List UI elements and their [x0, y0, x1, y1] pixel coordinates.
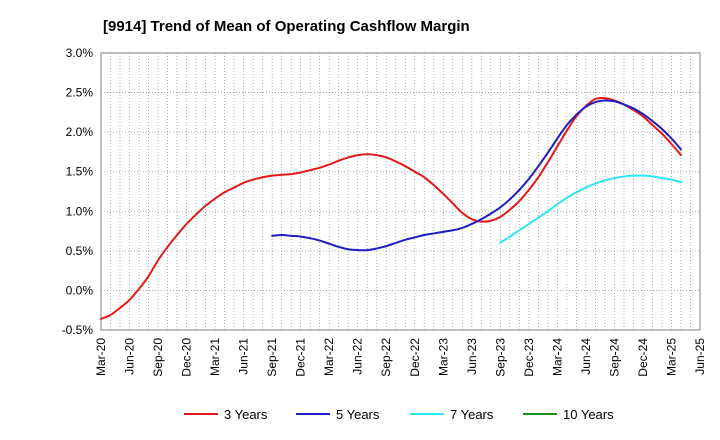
x-tick-label: Sep-24	[607, 338, 621, 377]
x-tick-label: Dec-23	[522, 338, 536, 377]
x-tick-label: Dec-20	[180, 338, 194, 377]
grid	[101, 52, 700, 331]
x-tick-label: Mar-21	[208, 338, 222, 376]
x-tick-label: Mar-24	[550, 338, 564, 376]
x-tick-label: Mar-25	[664, 338, 678, 376]
series-line-5-years	[271, 99, 682, 252]
legend-label-3-years: 3 Years	[224, 407, 268, 422]
chart-title: [9914] Trend of Mean of Operating Cashfl…	[103, 18, 470, 35]
x-axis: Mar-20 Jun-20 Sep-20 Dec-20 Mar-21 Jun-21 Sep-…	[94, 338, 707, 377]
x-tick-label: Jun-21	[237, 338, 251, 375]
x-tick-label: Jun-22	[351, 338, 365, 375]
x-tick-label: Dec-24	[636, 338, 650, 377]
x-tick-label: Jun-24	[579, 338, 593, 375]
series-line-7-years	[499, 174, 682, 244]
x-tick-label: Mar-23	[436, 338, 450, 376]
y-tick-label: -0.5%	[62, 323, 94, 337]
legend: 3 Years 5 Years 7 Years 10 Years	[184, 407, 614, 422]
x-tick-label: Sep-21	[265, 338, 279, 377]
x-tick-label: Jun-25	[693, 338, 707, 375]
y-tick-label: 3.0%	[66, 46, 94, 60]
y-tick-label: 2.0%	[66, 125, 94, 139]
series-line-3-years	[100, 96, 682, 320]
x-tick-label: Sep-22	[379, 338, 393, 377]
legend-label-10-years: 10 Years	[563, 407, 614, 422]
plot-frame	[100, 52, 701, 331]
x-tick-label: Mar-22	[322, 338, 336, 376]
x-tick-label: Mar-20	[94, 338, 108, 376]
y-tick-label: 1.0%	[66, 204, 94, 218]
y-axis: -0.5% 0.0% 0.5% 1.0% 1.5% 2.0% 2.5% 3.0%	[62, 46, 94, 337]
legend-label-5-years: 5 Years	[336, 407, 380, 422]
series-lines	[100, 96, 682, 320]
x-tick-label: Jun-23	[465, 338, 479, 375]
y-tick-label: 2.5%	[66, 86, 94, 100]
legend-label-7-years: 7 Years	[450, 407, 494, 422]
x-tick-label: Dec-21	[294, 338, 308, 377]
y-tick-label: 0.5%	[66, 244, 94, 258]
x-tick-label: Jun-20	[123, 338, 137, 375]
y-tick-label: 0.0%	[66, 283, 94, 297]
x-tick-label: Sep-20	[151, 338, 165, 377]
x-tick-label: Dec-22	[408, 338, 422, 377]
y-tick-label: 1.5%	[66, 165, 94, 179]
x-tick-label: Sep-23	[493, 338, 507, 377]
